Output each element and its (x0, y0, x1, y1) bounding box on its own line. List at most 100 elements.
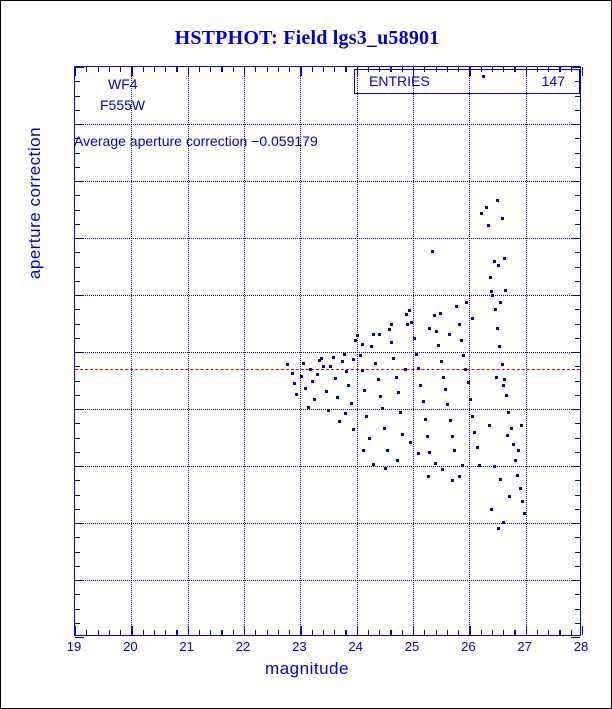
axis-tick (582, 626, 584, 635)
axis-tick (575, 423, 580, 425)
data-point (293, 382, 297, 386)
data-point (417, 451, 421, 455)
data-point (497, 526, 501, 530)
axis-tick (75, 337, 80, 339)
axis-tick (75, 352, 84, 354)
data-point (503, 289, 507, 293)
axis-tick (75, 67, 77, 76)
data-point (468, 397, 472, 401)
axis-tick (491, 630, 494, 635)
data-point (499, 301, 503, 305)
data-point (477, 463, 481, 467)
data-point (308, 367, 312, 371)
x-tick-label: 27 (517, 639, 532, 654)
axis-tick (575, 223, 580, 225)
axis-tick (401, 630, 403, 635)
axis-tick (435, 630, 437, 635)
axis-tick (379, 630, 381, 635)
data-point (491, 294, 495, 298)
axis-tick (458, 630, 460, 635)
axis-tick (446, 630, 448, 635)
data-point (354, 338, 358, 342)
axis-tick (334, 630, 336, 635)
axis-tick (75, 437, 80, 439)
x-tick-label: 25 (404, 639, 420, 654)
axis-tick (75, 508, 80, 510)
axis-tick (469, 67, 471, 76)
data-point (432, 314, 436, 318)
data-point (360, 369, 364, 373)
axis-tick (334, 67, 336, 72)
axis-tick (322, 630, 325, 635)
data-point (518, 486, 522, 490)
entries-value: 147 (541, 73, 565, 89)
axis-tick (356, 67, 358, 76)
data-point (299, 374, 303, 378)
axis-tick (575, 280, 580, 282)
plot-area: WF4 F555W Average aperture correction −0… (74, 66, 584, 639)
data-point (358, 353, 362, 357)
axis-tick (575, 380, 580, 382)
axis-tick (75, 594, 80, 596)
axis-tick (571, 637, 580, 639)
axis-tick (575, 323, 580, 325)
axis-tick (571, 181, 580, 183)
axis-tick (575, 95, 580, 97)
data-point (381, 406, 385, 410)
axis-tick (575, 252, 580, 254)
gridline-vertical (525, 67, 527, 635)
axis-tick (75, 466, 84, 468)
data-point (461, 463, 465, 467)
axis-tick (75, 608, 80, 610)
data-point (395, 459, 399, 463)
axis-tick (582, 67, 584, 76)
axis-tick (345, 67, 347, 72)
data-point (356, 333, 360, 337)
gridline-vertical (356, 67, 358, 635)
data-point (352, 428, 356, 432)
data-point (372, 332, 376, 336)
axis-tick (575, 480, 580, 482)
data-point (324, 390, 328, 394)
axis-tick (244, 67, 246, 76)
data-point (453, 448, 457, 452)
axis-tick (525, 67, 527, 76)
page-title: HSTPHOT: Field lgs3_u58901 (174, 27, 440, 49)
data-point (394, 375, 398, 379)
data-point (427, 475, 431, 479)
axis-tick (187, 626, 189, 635)
axis-tick (75, 266, 80, 268)
data-point (404, 312, 408, 316)
data-point (290, 371, 294, 375)
gridline-horizontal (75, 466, 580, 467)
axis-tick (210, 630, 212, 635)
axis-tick (75, 565, 80, 567)
gridline-vertical (300, 67, 302, 635)
data-point (403, 368, 407, 372)
data-point (492, 465, 496, 469)
axis-tick (575, 81, 580, 83)
data-point (311, 379, 315, 383)
data-point (313, 398, 317, 402)
data-point (387, 328, 391, 332)
data-point (517, 448, 521, 452)
data-point (438, 312, 442, 316)
data-point (519, 424, 523, 428)
data-point (392, 356, 396, 360)
axis-tick (75, 209, 80, 211)
data-point (343, 411, 347, 415)
axis-tick (575, 594, 580, 596)
data-point (378, 394, 382, 398)
data-point (448, 332, 452, 336)
data-point (412, 336, 416, 340)
data-point (455, 305, 459, 309)
data-point (340, 360, 344, 364)
data-point (520, 500, 524, 504)
data-point (360, 342, 364, 346)
axis-tick (525, 626, 527, 635)
axis-tick (75, 409, 84, 411)
data-point (405, 323, 409, 327)
axis-tick (75, 622, 80, 624)
axis-tick (221, 67, 223, 72)
x-tick-label: 20 (123, 639, 138, 654)
